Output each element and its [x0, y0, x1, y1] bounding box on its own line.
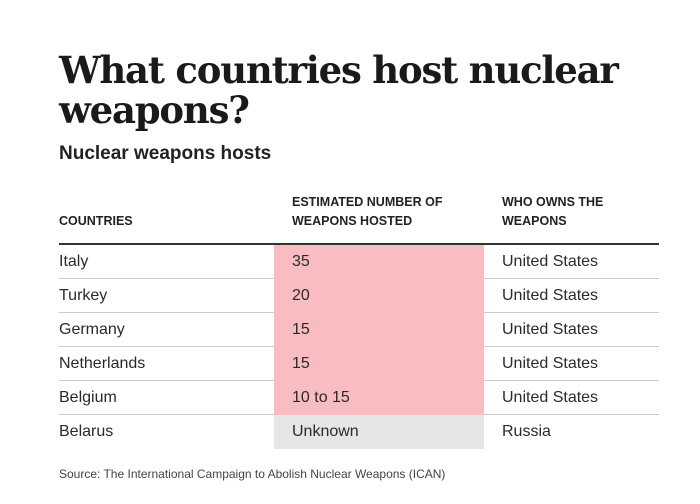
- weapons-count-cell: 35: [274, 245, 484, 279]
- column-header-weapons-hosted: ESTIMATED NUMBER OF WEAPONS HOSTED: [292, 195, 443, 228]
- owner-cell: United States: [502, 253, 599, 270]
- owner-cell: United States: [502, 321, 599, 338]
- country-cell: Italy: [59, 253, 89, 270]
- table-row: Germany 15 United States: [59, 313, 659, 347]
- source-note: Source: The International Campaign to Ab…: [59, 467, 446, 481]
- table-header-row: COUNTRIES ESTIMATED NUMBER OF WEAPONS HO…: [59, 190, 659, 245]
- owner-cell: United States: [502, 389, 599, 406]
- weapons-count-cell: 10 to 15: [274, 381, 484, 415]
- country-cell: Netherlands: [59, 355, 146, 372]
- weapons-count-cell: 20: [274, 279, 484, 313]
- table-row: Netherlands 15 United States: [59, 347, 659, 381]
- column-header-owner: WHO OWNS THE WEAPONS: [502, 195, 604, 228]
- page-title: What countries host nuclear weapons?: [59, 48, 619, 132]
- country-cell: Germany: [59, 321, 125, 338]
- hosts-table: COUNTRIES ESTIMATED NUMBER OF WEAPONS HO…: [59, 190, 659, 449]
- country-cell: Turkey: [59, 287, 108, 304]
- owner-cell: United States: [502, 287, 599, 304]
- table-row: Belarus Unknown Russia: [59, 415, 659, 449]
- table-subtitle: Nuclear weapons hosts: [59, 143, 272, 164]
- weapons-count-cell: 15: [274, 313, 484, 347]
- table-row: Belgium 10 to 15 United States: [59, 381, 659, 415]
- table-body: Italy 35 United States Turkey 20 United State…: [59, 245, 659, 449]
- owner-cell: United States: [502, 355, 599, 372]
- owner-cell: Russia: [502, 423, 551, 440]
- weapons-count-cell: 15: [274, 347, 484, 381]
- column-header-countries: COUNTRIES: [59, 214, 133, 228]
- weapons-count-cell: Unknown: [274, 415, 484, 449]
- table-row: Italy 35 United States: [59, 245, 659, 279]
- table-row: Turkey 20 United States: [59, 279, 659, 313]
- country-cell: Belarus: [59, 423, 114, 440]
- country-cell: Belgium: [59, 389, 117, 406]
